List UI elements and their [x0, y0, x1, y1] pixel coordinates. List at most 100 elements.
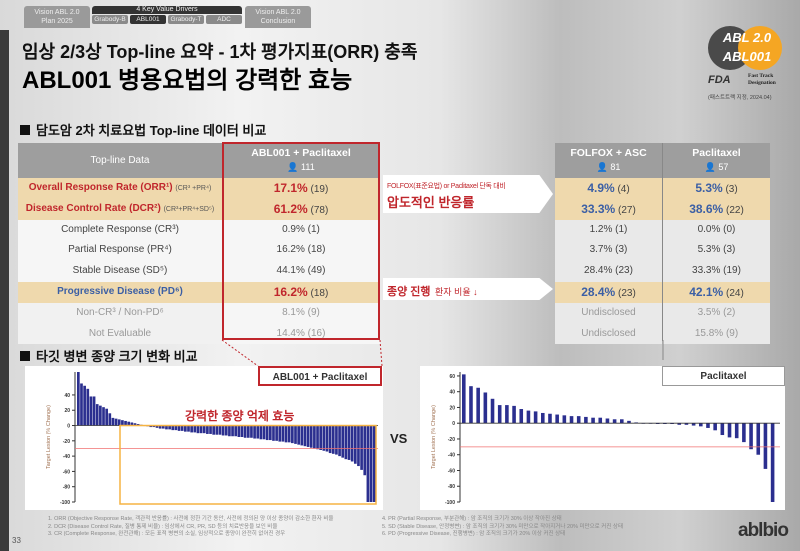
footnotes-left: 1. ORR (Objective Response Rate, 객관적 반응률… — [48, 516, 368, 539]
bar — [677, 423, 682, 425]
waterfall-chart-paclitaxel: -100 -80 -60 -40 -20 0 20 40 60 Target Lesion (% … — [420, 366, 785, 510]
nav-conclusion[interactable]: Vision ABL 2.0 Conclusion — [245, 6, 311, 28]
bar — [199, 425, 203, 434]
column-header: FOLFOX + ASC 👤 81 — [555, 143, 662, 178]
bar — [108, 413, 112, 426]
bar — [483, 392, 488, 424]
bar — [114, 418, 118, 426]
bar — [291, 425, 294, 444]
cell-count: (18) — [310, 288, 329, 299]
cell-percent: 4.9% — [587, 181, 615, 195]
chart-annotation: 강력한 종양 억제 효능 — [185, 409, 295, 423]
bar — [576, 416, 581, 424]
bar — [294, 425, 297, 444]
bar — [111, 417, 115, 426]
bar — [158, 425, 162, 429]
cell-count: (3) — [725, 184, 738, 195]
row-label-text: Not Evaluable — [88, 327, 152, 339]
y-axis-label: Target Lesion (% Change) — [431, 405, 437, 469]
bar — [360, 425, 363, 470]
row-label: Not Evaluable — [18, 323, 222, 345]
cell-value: 0.9% (1) — [282, 223, 320, 235]
cell-value: 0.0% (0) — [697, 223, 736, 235]
bar — [605, 418, 610, 424]
bar — [313, 425, 316, 449]
nav-plan-2025[interactable]: Vision ABL 2.0 Plan 2025 — [24, 6, 90, 28]
cell-value: 8.1% (9) — [282, 306, 320, 318]
bar — [322, 425, 326, 451]
bar — [89, 396, 93, 426]
tab-abl001[interactable]: ABL001 — [130, 15, 166, 24]
table-cell: 0.9% (1) — [222, 219, 380, 241]
bar — [215, 425, 219, 435]
tab-grabody-t[interactable]: Grabody-T — [168, 15, 204, 24]
bar — [133, 423, 137, 426]
table-cell: 3.7% (3) — [555, 240, 662, 262]
nav-drivers-header: 4 Key Value Drivers — [92, 6, 242, 14]
nav-sublabel: Plan 2025 — [41, 18, 73, 25]
cell-count: (22) — [726, 204, 744, 216]
callout-response-rate — [383, 175, 553, 213]
bar — [209, 425, 212, 434]
bar — [353, 425, 357, 464]
callout-small-text: FOLFOX(표준요법) or Paclitaxel 단독 대비 — [387, 183, 506, 190]
nav-sublabel: Conclusion — [260, 18, 296, 25]
bar — [234, 425, 238, 437]
row-label: Progressive Disease (PD⁶) — [18, 282, 222, 303]
footnote: 1. ORR (Objective Response Rate, 객관적 반응률… — [48, 516, 334, 522]
bar — [734, 423, 739, 439]
tab-adc[interactable]: ADC — [206, 15, 242, 24]
table-cell: 8.1% (9) — [222, 302, 380, 324]
table-header-label: Top-line Data — [18, 143, 222, 178]
cell-value: Undisclosed — [581, 327, 636, 339]
bar — [569, 416, 574, 424]
column-name: ABL001 + Paclitaxel — [251, 147, 351, 159]
bar — [95, 404, 99, 426]
row-label: Overall Response Rate (ORR¹) (CR³ +PR⁴) — [18, 178, 222, 199]
badge-circle-accent — [738, 26, 782, 70]
table-cell: 28.4% (23) — [555, 261, 662, 282]
bar — [268, 425, 272, 441]
cell-value: 1.2% (1) — [589, 223, 628, 235]
bar — [80, 383, 83, 426]
vs-label: VS — [390, 431, 408, 446]
y-tick-label: -80 — [448, 484, 455, 490]
bar — [620, 419, 624, 424]
column-divider — [662, 143, 663, 341]
bar — [187, 425, 190, 432]
bar — [117, 419, 121, 426]
bar — [476, 387, 480, 424]
bar — [165, 425, 168, 430]
y-tick-label: -40 — [448, 453, 455, 459]
bar — [212, 425, 216, 435]
bar — [86, 388, 90, 426]
chart-title-paclitaxel: Paclitaxel — [662, 366, 785, 386]
bar — [555, 414, 559, 424]
bar — [228, 425, 231, 437]
y-tick-label: 20 — [64, 408, 70, 414]
bar — [177, 425, 181, 431]
cell-percent: 16.2% — [273, 285, 308, 299]
row-label-sub: (CR³ +PR⁴) — [175, 185, 212, 192]
row-label: Complete Response (CR³) — [18, 219, 222, 241]
bar — [727, 423, 732, 438]
bar — [272, 425, 275, 441]
tab-grabody-b[interactable]: Grabody-B — [92, 15, 128, 24]
patient-count-value: 81 — [610, 162, 621, 172]
bar — [749, 423, 753, 450]
row-label-text: Disease Control Rate (DCR²) — [25, 202, 161, 214]
y-tick-label: 40 — [64, 393, 70, 399]
table-cell: 5.3% (3) — [663, 240, 770, 262]
callout-progression-text: 종양 진행 환자 비율 ↓ — [387, 282, 478, 300]
footnote: 2. DCR (Disease Control Rate, 질병 통제 비율) … — [48, 523, 278, 530]
bar — [180, 425, 184, 431]
bar — [344, 425, 348, 460]
cell-value: 33.3% (19) — [692, 265, 741, 277]
bar — [168, 425, 171, 430]
table-cell: 28.4% (23) — [555, 282, 662, 303]
column-name: FOLFOX + ASC — [570, 147, 647, 159]
bar — [341, 425, 345, 458]
row-label-sub: (CR³+PR⁴+SD⁵) — [163, 205, 215, 213]
row-label: Partial Response (PR⁴) — [18, 240, 222, 262]
y-tick-label: -60 — [448, 468, 455, 474]
